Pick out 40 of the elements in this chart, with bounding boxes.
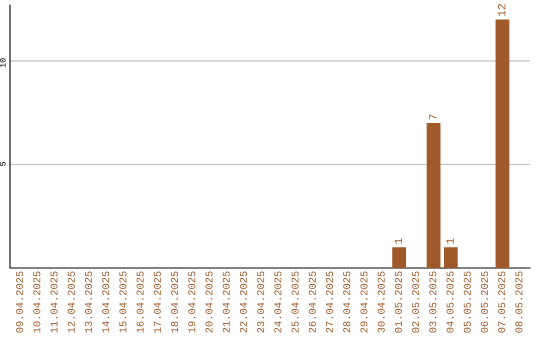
- x-tick-label: 07.05.2025: [498, 271, 506, 333]
- x-tick-label: 16.04.2025: [136, 271, 144, 333]
- x-tick-label: 15.04.2025: [119, 271, 126, 333]
- x-tick-label: 08.05.2025: [515, 271, 522, 333]
- x-tick-label: 23.04.2025: [257, 271, 264, 333]
- x-tick-label: 04.05.2025: [446, 271, 454, 333]
- x-tick-label: 05.05.2025: [464, 271, 471, 333]
- data-label: 1: [446, 238, 454, 244]
- y-tick-label: 10: [0, 58, 6, 68]
- x-tick-label: 22.04.2025: [240, 271, 247, 333]
- x-tick-label: 18.04.2025: [171, 271, 178, 333]
- x-tick-label: 03.05.2025: [429, 271, 436, 333]
- x-tick-label: 11.04.2025: [50, 271, 58, 333]
- x-tick-label: 17.04.2025: [154, 271, 161, 333]
- x-tick-label: 01.05.2025: [394, 271, 402, 333]
- x-tick-label: 10.04.2025: [33, 271, 40, 333]
- x-tick-label: 19.04.2025: [188, 271, 196, 333]
- y-tick-label: 5: [0, 162, 6, 166]
- x-tick-label: 12.04.2025: [68, 271, 75, 333]
- bar: [426, 123, 440, 268]
- x-tick-label: 13.04.2025: [84, 271, 92, 333]
- x-tick-label: 27.04.2025: [326, 271, 334, 333]
- x-tick-label: 24.04.2025: [274, 271, 282, 333]
- x-tick-label: 06.05.2025: [480, 271, 488, 333]
- x-tick-label: 25.04.2025: [292, 271, 299, 333]
- bar: [392, 247, 406, 268]
- x-tick-label: 26.04.2025: [308, 271, 316, 333]
- x-tick-label: 09.04.2025: [16, 271, 24, 333]
- bar: [444, 247, 458, 268]
- x-tick-label: 02.05.2025: [412, 271, 420, 333]
- data-label: 12: [498, 4, 506, 16]
- x-tick-label: 14.04.2025: [102, 271, 110, 333]
- x-tick-label: 30.04.2025: [378, 271, 385, 333]
- x-tick-label: 28.04.2025: [343, 271, 350, 333]
- x-tick-label: 29.04.2025: [360, 271, 368, 333]
- data-label: 7: [429, 114, 436, 120]
- x-tick-label: 21.04.2025: [222, 271, 230, 333]
- x-tick-label: 20.04.2025: [205, 271, 213, 333]
- bar: [496, 19, 510, 268]
- data-label: 1: [394, 238, 402, 244]
